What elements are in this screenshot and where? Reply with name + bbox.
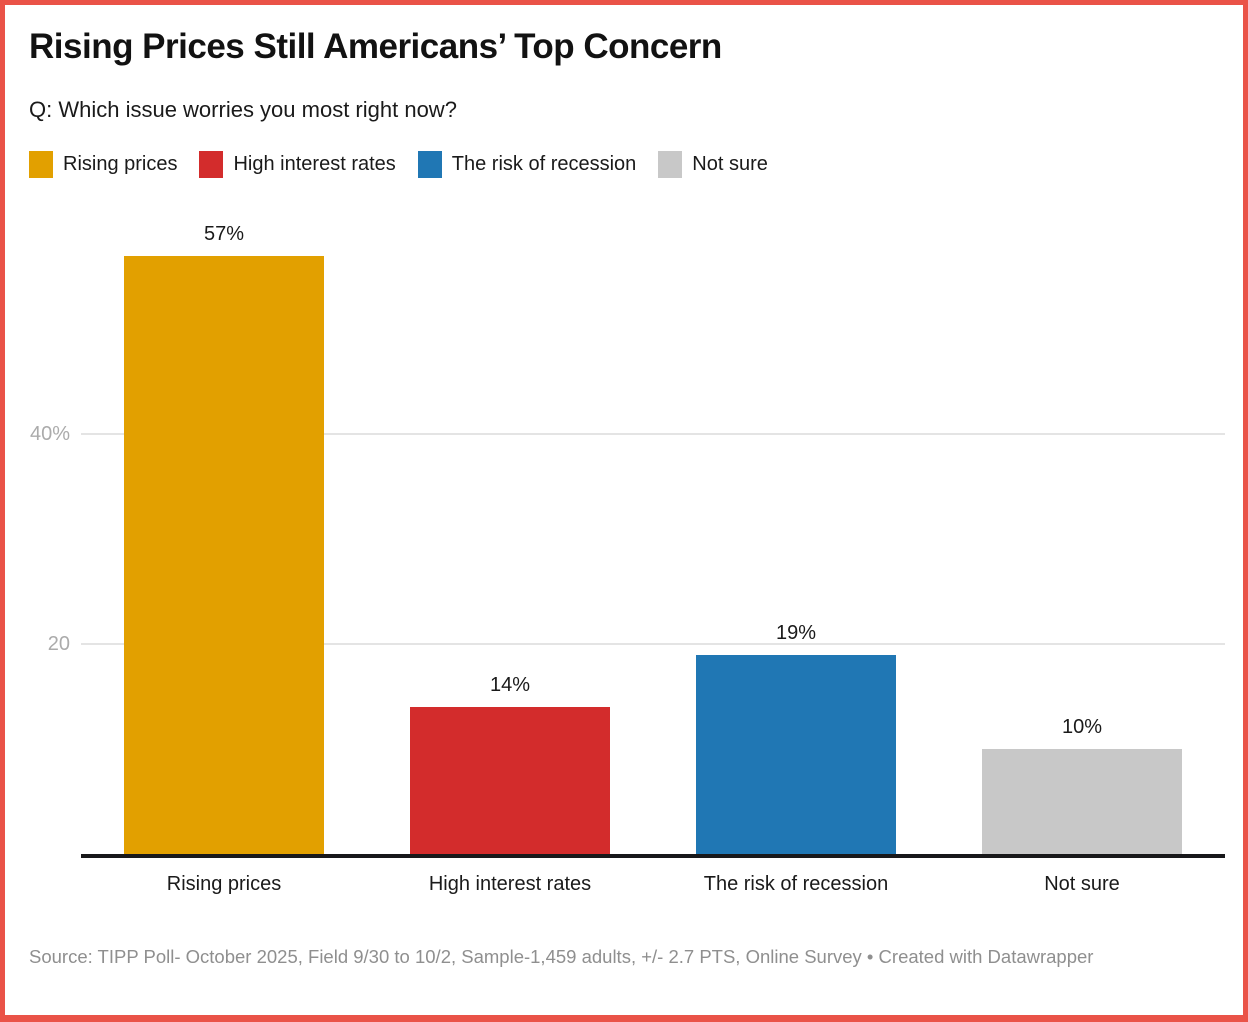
legend-label: Not sure <box>692 152 768 175</box>
chart-header: Rising Prices Still Americans’ Top Conce… <box>24 28 1219 123</box>
x-axis-line <box>81 854 1225 858</box>
gridline-20 <box>81 643 1225 645</box>
page-title: Rising Prices Still Americans’ Top Conce… <box>29 27 722 66</box>
bar-not-sure[interactable] <box>982 749 1182 854</box>
source-note: Source: TIPP Poll- October 2025, Field 9… <box>29 944 1114 970</box>
legend-swatch <box>658 150 683 178</box>
separator: • <box>861 946 879 967</box>
y-tick-label-20: 20 <box>47 633 70 655</box>
legend: Rising prices High interest rates The risk… <box>29 150 1243 178</box>
bar-value-label-the-risk-of-recession: 19% <box>775 622 817 644</box>
bar-value-label-rising-prices: 57% <box>203 223 245 245</box>
x-axis-label-the-risk-of-recession: The risk of recession <box>703 873 889 895</box>
datawrapper-attribution-link[interactable]: Created with Datawrapper <box>878 946 1094 967</box>
source-text: Source: TIPP Poll- October 2025, Field 9… <box>29 946 862 967</box>
bar-high-interest-rates[interactable] <box>410 707 610 854</box>
legend-swatch <box>199 150 224 178</box>
x-axis-label-high-interest-rates: High interest rates <box>428 873 592 895</box>
y-tick-label-40: 40% <box>29 423 70 445</box>
bar-value-label-high-interest-rates: 14% <box>489 674 531 696</box>
bar-the-risk-of-recession[interactable] <box>696 655 896 854</box>
x-axis-label-not-sure: Not sure <box>1044 873 1120 895</box>
legend-swatch <box>29 150 53 178</box>
chart-subtitle: Q: Which issue worries you most right no… <box>29 97 457 122</box>
bar-rising-prices[interactable] <box>124 256 324 854</box>
bar-value-label-not-sure: 10% <box>1061 716 1103 738</box>
legend-item-not-sure: Not sure <box>658 150 768 178</box>
legend-item-the-risk-of-recession: The risk of recession <box>417 150 637 178</box>
gridline-40 <box>81 433 1225 435</box>
legend-item-high-interest-rates: High interest rates <box>199 150 396 178</box>
legend-label: Rising prices <box>63 152 178 175</box>
legend-item-rising-prices: Rising prices <box>29 150 178 178</box>
bar-chart: 20 40% 57% Rising prices 14% High interest ra… <box>5 206 1243 908</box>
x-axis-label-rising-prices: Rising prices <box>166 873 282 895</box>
legend-label: High interest rates <box>233 152 396 175</box>
legend-label: The risk of recession <box>451 152 637 175</box>
legend-swatch <box>417 150 442 178</box>
